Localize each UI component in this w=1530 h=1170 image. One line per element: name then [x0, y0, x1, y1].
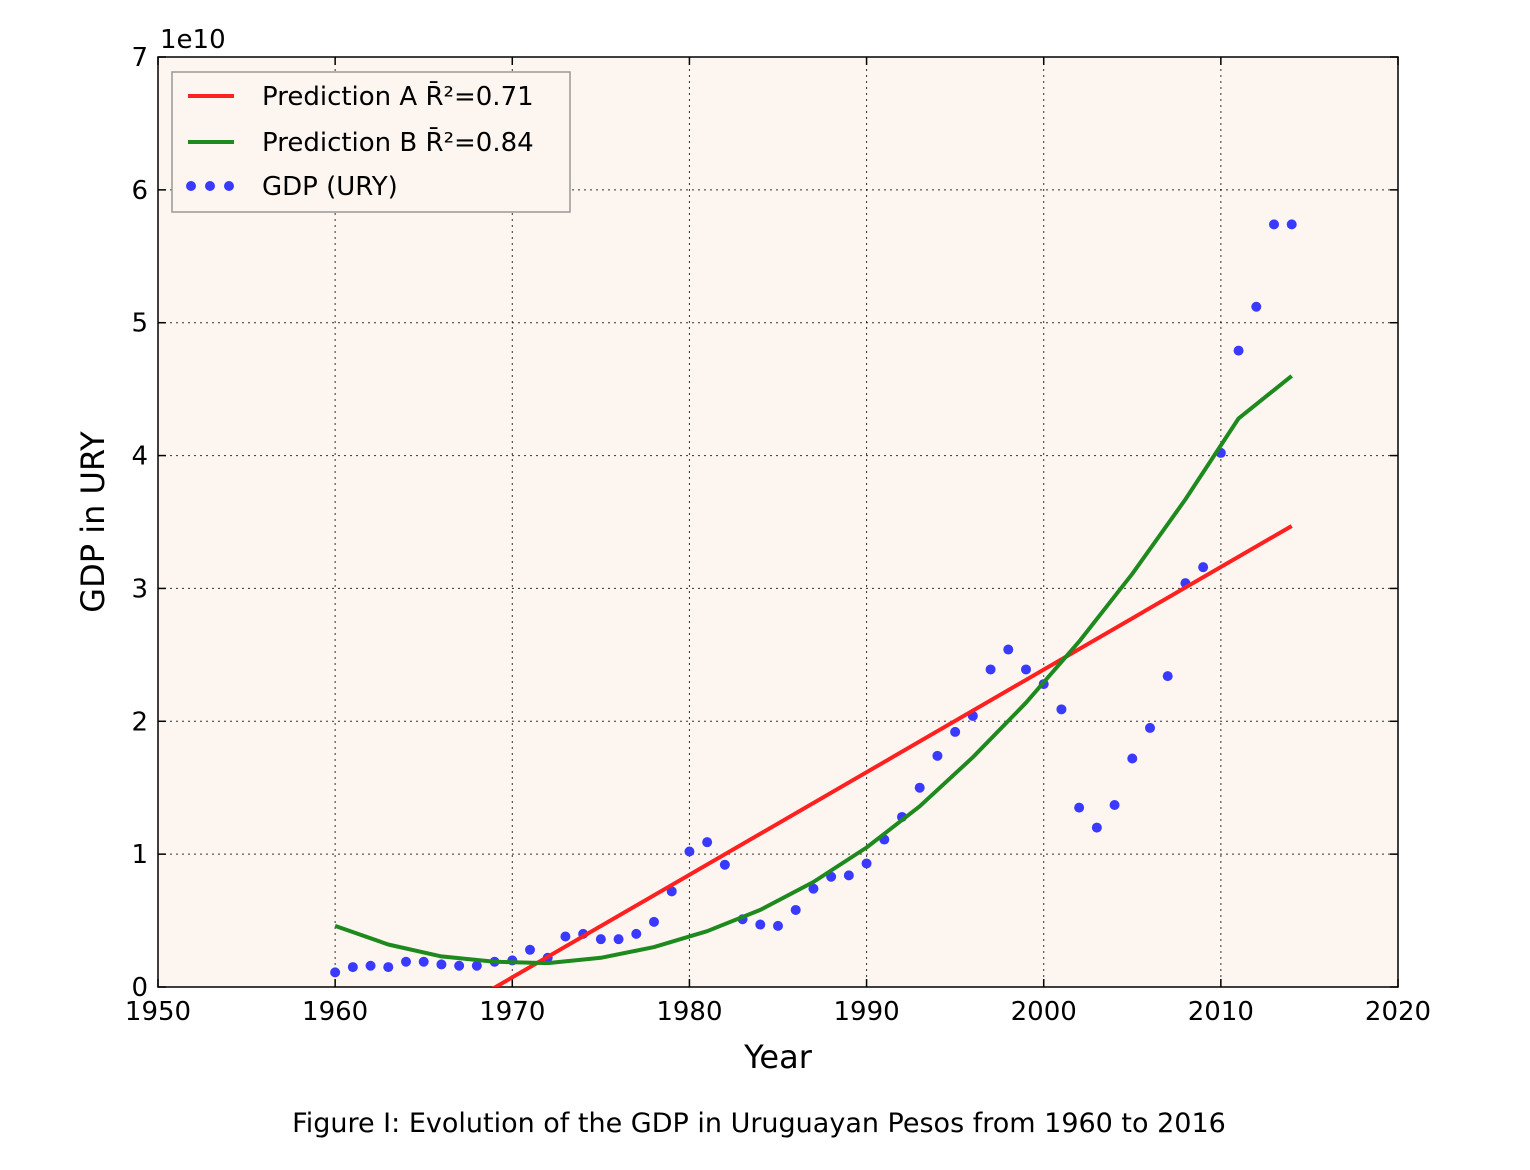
gdp-point: [365, 960, 376, 971]
axes-frame: [157, 56, 1399, 988]
x-tick-label: 1970: [479, 997, 545, 1027]
gdp-point: [1127, 753, 1138, 764]
x-axis-title: Year: [743, 1038, 813, 1076]
figure-caption: Figure I: Evolution of the GDP in Urugua…: [292, 1108, 1226, 1139]
gdp-point: [1056, 704, 1067, 715]
gdp-point: [1003, 644, 1014, 655]
gdp-point: [985, 664, 996, 675]
gdp-point: [560, 931, 571, 942]
prediction-a-line: [491, 524, 1293, 987]
y-tick-label: 2: [131, 707, 148, 737]
grid: [158, 57, 1398, 987]
axes: [157, 56, 1399, 988]
legend-label: GDP (URY): [262, 172, 398, 202]
y-tick-label: 4: [131, 442, 148, 472]
legend-label: Prediction A R̄²=0.71: [262, 80, 534, 112]
legend-dot-swatch: [186, 181, 196, 191]
y-tick-label: 6: [131, 176, 148, 206]
x-tick-label: 2010: [1188, 997, 1254, 1027]
prediction-b-line: [334, 374, 1293, 966]
x-tick-label: 1960: [302, 997, 368, 1027]
gdp-point: [649, 916, 659, 927]
gdp-point: [702, 837, 713, 848]
gdp-point: [684, 846, 695, 857]
legend-label-r2: R̄²=0.84: [426, 126, 534, 158]
gdp-point: [418, 956, 429, 967]
gdp-point: [755, 919, 766, 930]
series-clip-group: [330, 219, 1297, 987]
chart: 1950 1960 1970 1980 1990 2000 2010 2020 0 1 2 3 4 5 6 7…: [74, 25, 1431, 1076]
gdp-point: [1162, 671, 1173, 682]
legend-box: [171, 71, 571, 213]
gdp-point: [1233, 345, 1244, 356]
gdp-point: [525, 944, 535, 955]
gdp-point: [631, 928, 642, 939]
gdp-point: [861, 858, 872, 869]
y-tick-label: 0: [131, 973, 148, 1003]
gdp-point: [330, 967, 341, 978]
legend: Prediction A R̄²=0.71 Prediction B R̄²=0.…: [171, 71, 571, 213]
gdp-point: [808, 883, 819, 894]
gdp-point: [950, 726, 961, 737]
y-axis-title: GDP in URY: [74, 431, 112, 613]
gdp-point: [1074, 802, 1085, 813]
gdp-point: [595, 934, 606, 945]
x-tick-label: 1980: [656, 997, 722, 1027]
gdp-point: [1251, 301, 1262, 312]
y-tick-label: 7: [131, 43, 148, 73]
gdp-point: [401, 956, 411, 967]
gdp-point: [1269, 219, 1279, 230]
gdp-point: [454, 960, 465, 971]
y-tick-label: 5: [131, 309, 148, 339]
gdp-point: [383, 962, 394, 973]
gdp-point: [790, 904, 801, 915]
legend-label-name: Prediction B: [262, 128, 426, 158]
gdp-point: [1198, 562, 1209, 573]
y-offset-label: 1e10: [160, 25, 226, 55]
gdp-point: [1109, 799, 1120, 810]
gdp-point: [347, 962, 358, 973]
x-tick-label: 2020: [1365, 997, 1431, 1027]
gdp-point: [1021, 664, 1031, 675]
gdp-point: [719, 859, 730, 870]
gdp-point: [932, 750, 943, 761]
legend-dot-swatch: [224, 181, 234, 191]
gdp-point: [613, 934, 624, 945]
legend-label-name: GDP (URY): [262, 172, 398, 202]
y-tick-label: 1: [131, 840, 148, 870]
legend-label: Prediction B R̄²=0.84: [262, 126, 534, 158]
x-tick-label: 1950: [125, 997, 191, 1027]
x-tick-label: 1990: [833, 997, 899, 1027]
legend-label-r2: R̄²=0.71: [425, 80, 533, 112]
y-tick-label: 3: [131, 574, 148, 604]
gdp-point: [1145, 722, 1155, 733]
legend-dot-swatch: [205, 181, 215, 191]
legend-label-name: Prediction A: [262, 82, 425, 112]
gdp-point: [914, 782, 925, 793]
gdp-point: [1091, 822, 1102, 833]
x-tick-label: 2000: [1011, 997, 1077, 1027]
gdp-point: [436, 959, 447, 970]
gdp-point: [1286, 219, 1297, 230]
ticks: 1950 1960 1970 1980 1990 2000 2010 2020 0 1 2 3 4 5 6 7: [125, 43, 1431, 1027]
gdp-point: [666, 886, 677, 897]
gdp-point: [843, 870, 854, 881]
gdp-point: [773, 920, 783, 931]
gdp-point: [471, 960, 482, 971]
series-layer: [330, 219, 1297, 987]
